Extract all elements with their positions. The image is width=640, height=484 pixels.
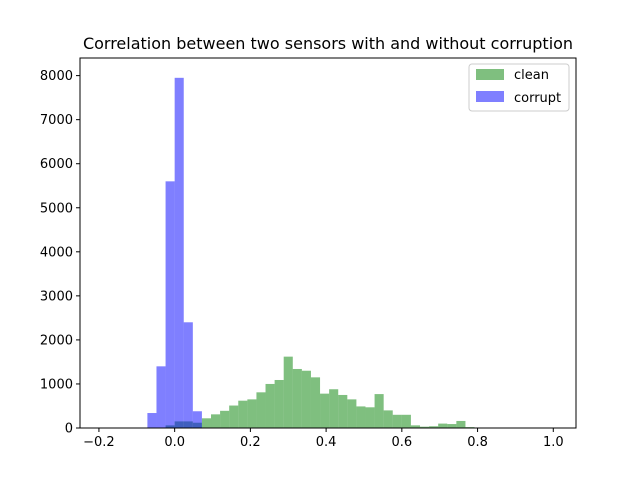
y-tick-label-8: 8000 (40, 69, 73, 84)
bar-clean-5 (211, 414, 221, 428)
x-tick-label-6: 1.0 (543, 435, 564, 450)
x-axis: −0.2 0.0 0.2 0.4 0.6 0.8 1.0 (83, 428, 564, 450)
legend-swatch-clean (476, 69, 504, 80)
chart-title: Correlation between two sensors with and… (83, 34, 573, 53)
y-axis: 0 1000 2000 3000 4000 5000 6000 7000 8000 (40, 69, 80, 437)
legend-swatch-corrupt (476, 91, 504, 102)
bar-clean-30 (438, 423, 448, 428)
plot-frame (79, 57, 577, 429)
x-tick-label-2: 0.2 (240, 435, 261, 450)
bar-clean-25 (392, 414, 402, 428)
bar-clean-20 (347, 399, 357, 428)
bar-clean-10 (256, 392, 266, 428)
bars-layer (147, 77, 475, 429)
x-tick-label-4: 0.6 (391, 435, 412, 450)
bar-corrupt-5 (183, 322, 193, 428)
x-tick-label-1: 0.0 (164, 435, 185, 450)
bar-clean-11 (265, 383, 275, 428)
bar-corrupt-3 (165, 181, 175, 428)
bar-clean-31 (447, 424, 457, 428)
bar-clean-13 (283, 356, 293, 428)
bar-clean-27 (410, 425, 421, 428)
bar-clean-24 (383, 410, 393, 428)
x-tick-label-5: 0.8 (467, 435, 488, 450)
bar-corrupt-6 (192, 411, 202, 428)
x-tick-label-3: 0.4 (316, 435, 337, 450)
bar-clean-16 (310, 377, 321, 428)
legend: clean corrupt (468, 63, 570, 112)
bar-corrupt-2 (156, 366, 166, 428)
bar-clean-14 (292, 368, 302, 428)
y-tick-label-5: 5000 (40, 201, 73, 216)
x-tick-label-0: −0.2 (83, 435, 115, 450)
bar-clean-17 (320, 393, 330, 428)
bar-clean-22 (365, 407, 375, 428)
bar-clean-32 (456, 420, 466, 428)
y-tick-label-4: 4000 (40, 245, 73, 260)
bar-clean-28 (420, 426, 430, 428)
bar-clean-29 (429, 426, 439, 428)
bar-clean-15 (301, 370, 311, 428)
bar-clean-6 (220, 410, 230, 428)
bar-clean-19 (338, 394, 348, 428)
y-tick-label-7: 7000 (40, 113, 73, 128)
y-tick-label-2: 2000 (40, 333, 73, 348)
bar-corrupt-4 (174, 77, 184, 429)
bar-clean-23 (374, 394, 384, 428)
bar-corrupt-1 (147, 413, 157, 428)
y-tick-label-1: 1000 (40, 377, 73, 392)
bar-clean-12 (274, 379, 284, 428)
bar-clean-8 (238, 400, 248, 428)
legend-label-clean: clean (514, 68, 549, 83)
bar-clean-26 (401, 414, 411, 428)
bar-clean-21 (356, 406, 366, 428)
y-tick-label-0: 0 (65, 422, 73, 437)
y-tick-label-6: 6000 (40, 157, 73, 172)
bar-clean-18 (329, 389, 339, 428)
legend-label-corrupt: corrupt (514, 91, 561, 106)
bar-clean-4 (201, 418, 212, 428)
bar-clean-9 (247, 399, 257, 428)
bar-clean-7 (229, 405, 239, 428)
y-tick-label-3: 3000 (40, 289, 73, 304)
